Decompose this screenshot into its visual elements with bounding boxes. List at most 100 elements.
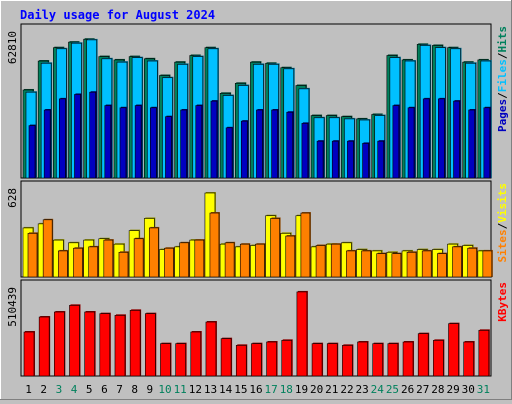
bar-pages-22	[347, 140, 354, 179]
x-tick-label-10: 10	[158, 383, 171, 396]
x-tick-label-7: 7	[116, 383, 123, 396]
bar-kbytes-30	[463, 341, 474, 377]
bar-pages-1	[28, 125, 36, 179]
bar-pages-11	[180, 109, 187, 179]
bar-sites-14	[224, 242, 235, 278]
bar-sites-4	[73, 247, 83, 278]
bar-kbytes-25	[387, 343, 399, 377]
x-tick-label-3: 3	[56, 383, 63, 396]
bar-pages-15	[240, 120, 248, 179]
bar-sites-20	[315, 245, 326, 278]
bar-pages-14	[225, 127, 233, 179]
bar-pages-2	[43, 109, 51, 179]
panel-kbytes: 510439 KBytes	[6, 279, 509, 377]
bar-sites-28	[437, 253, 447, 278]
bar-kbytes-18	[281, 340, 293, 377]
bar-pages-7	[119, 107, 127, 179]
bar-kbytes-16	[251, 343, 262, 377]
x-tick-label-12: 12	[189, 383, 202, 396]
bar-kbytes-15	[235, 345, 247, 377]
series-label-pages: Pages	[496, 99, 509, 132]
x-tick-label-8: 8	[131, 383, 138, 396]
bar-pages-27	[422, 98, 430, 179]
bar-sites-11	[179, 242, 189, 278]
bar-pages-12	[195, 105, 203, 179]
bar-pages-26	[407, 107, 415, 179]
panel-visits: 628 Sites/Visits	[6, 180, 509, 278]
x-tick-label-19: 19	[295, 383, 308, 396]
x-tick-label-18: 18	[280, 383, 293, 396]
bar-pages-19	[301, 123, 309, 179]
x-tick-label-15: 15	[234, 383, 247, 396]
bar-kbytes-5	[84, 311, 95, 377]
x-tick-label-1: 1	[25, 383, 32, 396]
panel-visits-max-label: 628	[6, 188, 19, 208]
x-tick-label-31: 31	[477, 383, 490, 396]
x-tick-label-24: 24	[371, 383, 385, 396]
bar-kbytes-24	[372, 343, 384, 377]
bar-sites-23	[361, 250, 371, 278]
bar-sites-7	[118, 251, 129, 278]
bar-sites-15	[239, 243, 250, 278]
chart-title: Daily usage for August 2024	[20, 8, 215, 22]
bar-pages-10	[165, 116, 172, 179]
panel-hits-max-label: 62810	[6, 31, 19, 64]
bar-pages-5	[89, 91, 96, 179]
bar-kbytes-11	[175, 343, 186, 377]
x-tick-label-13: 13	[204, 383, 217, 396]
bar-pages-13	[210, 100, 218, 179]
bar-pages-18	[286, 111, 294, 179]
bar-sites-13	[209, 212, 220, 278]
bar-sites-16	[255, 243, 265, 278]
bar-sites-12	[194, 239, 205, 278]
bar-kbytes-20	[311, 343, 323, 377]
x-tick-label-14: 14	[219, 383, 233, 396]
x-tick-label-11: 11	[174, 383, 187, 396]
bar-pages-24	[377, 140, 385, 179]
bar-sites-29	[452, 246, 462, 278]
x-tick-label-30: 30	[462, 383, 475, 396]
bar-pages-25	[392, 105, 400, 179]
bar-pages-29	[453, 100, 460, 179]
bar-sites-17	[270, 218, 280, 278]
x-axis: 1 2 3 4 5 6 7 8 9 10 11 12 13 14 15 16 17 18 19 20 21 22 23 24 2…	[25, 383, 490, 396]
bar-sites-3	[58, 250, 68, 278]
bar-kbytes-14	[220, 338, 232, 377]
series-label-files: Files	[496, 59, 509, 92]
bar-kbytes-22	[342, 345, 353, 377]
x-tick-label-28: 28	[431, 383, 444, 396]
bar-kbytes-31	[478, 330, 490, 377]
bar-sites-27	[421, 250, 432, 278]
bar-pages-30	[468, 109, 475, 179]
panel-visits-series-label: Sites/Visits	[496, 183, 509, 263]
bar-kbytes-3	[54, 311, 65, 377]
x-tick-label-21: 21	[325, 383, 338, 396]
x-tick-label-2: 2	[40, 383, 47, 396]
series-label-separator: /	[496, 222, 509, 229]
bar-sites-2	[42, 219, 53, 278]
x-tick-label-25: 25	[386, 383, 399, 396]
bar-kbytes-10	[160, 343, 171, 377]
x-tick-label-4: 4	[71, 383, 78, 396]
bar-pages-8	[134, 105, 142, 179]
series-label-hits: Hits	[496, 26, 509, 53]
bar-kbytes-19	[296, 291, 308, 377]
x-tick-label-22: 22	[340, 383, 353, 396]
bar-sites-24	[376, 253, 387, 278]
panel-kbytes-max-label: 510439	[6, 287, 19, 327]
bar-pages-23	[362, 143, 369, 179]
x-tick-label-9: 9	[147, 383, 154, 396]
bar-sites-10	[164, 247, 174, 278]
series-label-kbytes: KBytes	[496, 282, 509, 322]
bar-kbytes-1	[23, 331, 35, 377]
bar-sites-30	[467, 247, 477, 278]
chart-panels: 62810Pages/Files/Hits628Sites/Visits5104…	[6, 23, 509, 377]
bar-sites-22	[346, 250, 356, 278]
bar-kbytes-2	[38, 316, 50, 377]
bar-kbytes-28	[433, 340, 444, 377]
bar-sites-8	[133, 238, 144, 278]
bar-kbytes-17	[266, 341, 277, 377]
x-tick-label-5: 5	[86, 383, 93, 396]
